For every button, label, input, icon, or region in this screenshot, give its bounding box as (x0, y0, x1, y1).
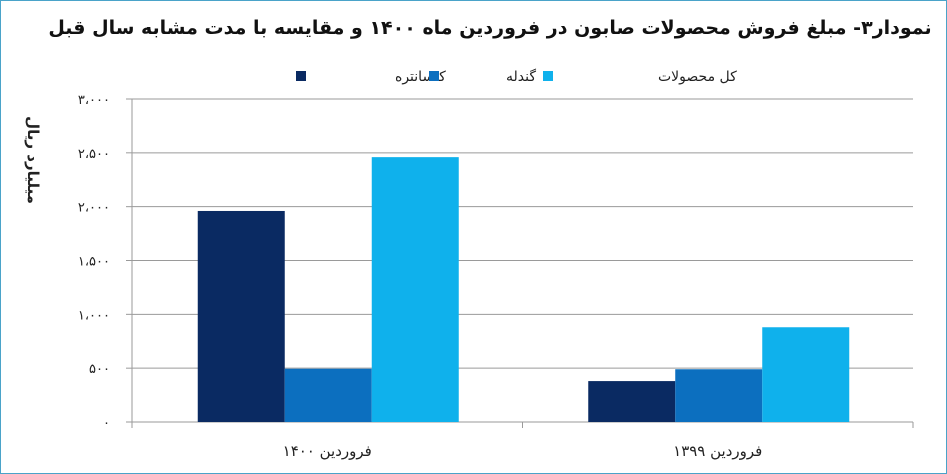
legend-label: گندله (506, 68, 536, 85)
bar (197, 210, 285, 422)
legend-swatch (543, 71, 553, 81)
legend: کنسانتره گندله کل محصولات (296, 68, 737, 85)
y-axis-label: میلیارد ریال (24, 116, 42, 204)
y-tick-label: ۲،۵۰۰ (78, 147, 110, 162)
y-tick-label: ۰ (103, 416, 110, 431)
plot-area: ۰ ۵۰۰ ۱،۰۰۰ ۱،۵۰۰ ۲،۰۰۰ ۲،۵۰۰ ۳،۰۰۰ فروردین ۱۴۰… (78, 93, 914, 460)
bar (675, 369, 763, 422)
x-tick-label: فروردین ۱۴۰۰ (283, 442, 372, 460)
bar (762, 327, 850, 422)
y-tick-label: ۱،۰۰۰ (78, 308, 110, 323)
y-tick-label: ۵۰۰ (89, 362, 110, 377)
x-tick-label: فروردین ۱۳۹۹ (673, 442, 762, 460)
bar (371, 157, 459, 422)
chart-title: نمودار۳- مبلغ فروش محصولات صابون در فرور… (48, 17, 931, 39)
bar (588, 381, 676, 422)
legend-label: کل محصولات (658, 69, 737, 85)
legend-swatch (296, 71, 306, 81)
y-tick-label: ۲،۰۰۰ (78, 201, 110, 216)
bar (284, 368, 372, 422)
y-tick-label: ۱،۵۰۰ (78, 255, 110, 270)
y-tick-label: ۳،۰۰۰ (78, 93, 110, 108)
legend-swatch (429, 71, 439, 81)
